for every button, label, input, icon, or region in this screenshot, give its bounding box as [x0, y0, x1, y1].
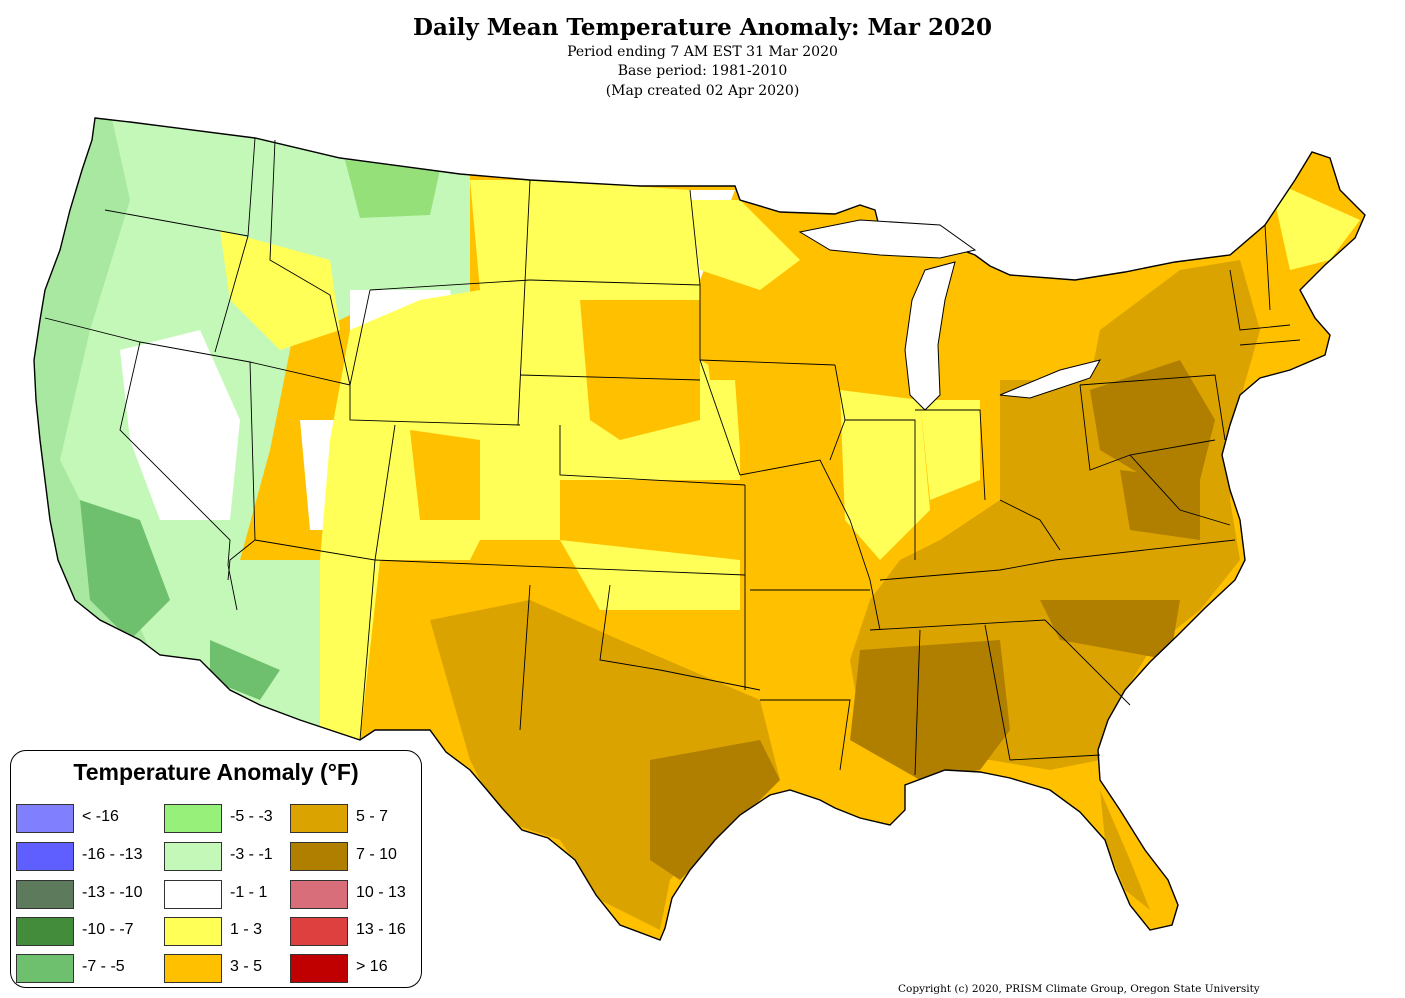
- lake-erie: [999, 359, 1101, 399]
- legend-label: -5 - -3: [230, 808, 273, 825]
- base-period-subtitle: Base period: 1981-2010: [617, 63, 788, 79]
- legend-label: -10 - -7: [82, 921, 134, 938]
- legend-swatch: [16, 954, 74, 983]
- legend-swatch: [164, 954, 222, 983]
- legend-swatch: [290, 804, 348, 833]
- legend-swatch: [164, 804, 222, 833]
- map-title: Daily Mean Temperature Anomaly: Mar 2020: [413, 14, 992, 41]
- legend-label: -1 - 1: [230, 884, 268, 901]
- legend-label: 13 - 16: [356, 921, 406, 938]
- lake-michigan: [904, 261, 956, 411]
- legend-label: 10 - 13: [356, 884, 406, 901]
- legend-swatch: [16, 804, 74, 833]
- legend-swatch: [16, 917, 74, 946]
- legend-swatch: [290, 954, 348, 983]
- legend-swatch: [290, 880, 348, 909]
- legend-label: > 16: [356, 958, 388, 975]
- legend-label: < -16: [82, 808, 119, 825]
- legend-label: 3 - 5: [230, 958, 263, 975]
- lake-superior: [798, 219, 977, 259]
- legend-swatch: [164, 842, 222, 871]
- legend-swatch: [16, 880, 74, 909]
- copyright-text: Copyright (c) 2020, PRISM Climate Group,…: [898, 983, 1260, 995]
- legend-label: -7 - -5: [82, 958, 125, 975]
- legend-swatch: [164, 880, 222, 909]
- legend-label: 1 - 3: [230, 921, 263, 938]
- legend-swatch: [290, 917, 348, 946]
- legend: Temperature Anomaly (°F) < -16 -16 - -13…: [10, 750, 422, 988]
- legend-swatch: [164, 917, 222, 946]
- legend-label: -3 - -1: [230, 846, 273, 863]
- legend-label: -13 - -10: [82, 884, 143, 901]
- legend-label: 5 - 7: [356, 808, 389, 825]
- state-boundaries: [44, 137, 1301, 776]
- created-date-subtitle: (Map created 02 Apr 2020): [605, 83, 800, 99]
- legend-label: -16 - -13: [82, 846, 143, 863]
- period-subtitle: Period ending 7 AM EST 31 Mar 2020: [567, 44, 838, 60]
- legend-swatch: [290, 842, 348, 871]
- legend-swatch: [16, 842, 74, 871]
- legend-title: Temperature Anomaly (°F): [73, 759, 359, 785]
- legend-label: 7 - 10: [356, 846, 397, 863]
